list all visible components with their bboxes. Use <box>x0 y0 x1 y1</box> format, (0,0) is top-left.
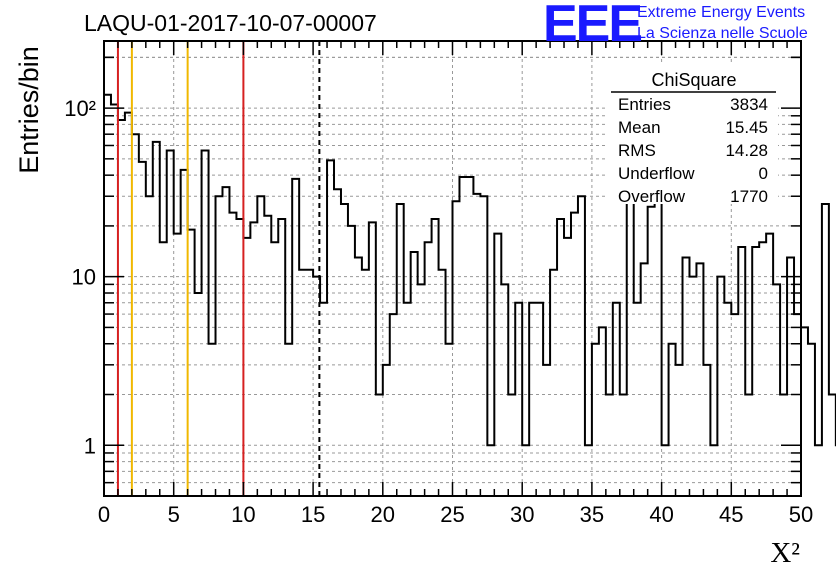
stats-row-value: 1770 <box>730 187 768 206</box>
stats-row-label: RMS <box>618 141 656 160</box>
x-tick-label: 0 <box>98 502 110 527</box>
run-title: LAQU-01-2017-10-07-00007 <box>84 10 377 36</box>
x-axis-label: X² <box>770 537 800 569</box>
x-tick-label: 20 <box>371 502 395 527</box>
stats-row-label: Entries <box>618 95 671 114</box>
x-tick-label: 30 <box>510 502 534 527</box>
x-tick-label: 50 <box>789 502 813 527</box>
logo-line-2: La Scienza nelle Scuole <box>637 25 808 42</box>
stats-box: ChiSquare Entries 3834 Mean 15.45 RMS 14.28 Un… <box>608 62 778 206</box>
stats-row-label: Underflow <box>618 164 695 183</box>
tick-labels: 0 5 10 15 20 25 30 35 40 45 50 1 10 10² <box>64 96 813 527</box>
x-tick-label: 25 <box>440 502 464 527</box>
x-tick-label: 35 <box>580 502 604 527</box>
stats-row-value: 15.45 <box>725 118 768 137</box>
x-tick-label: 15 <box>301 502 325 527</box>
x-tick-label: 10 <box>231 502 255 527</box>
y-axis-label: Entries/bin <box>14 46 44 174</box>
stats-row-value: 14.28 <box>725 141 768 160</box>
stats-row-value: 3834 <box>730 95 768 114</box>
stats-row-value: 0 <box>759 164 768 183</box>
reference-lines <box>116 41 321 496</box>
x-tick-label: 45 <box>719 502 743 527</box>
y-tick-label: 10 <box>72 265 96 290</box>
stats-title: ChiSquare <box>651 70 736 90</box>
y-tick-label: 1 <box>84 433 96 458</box>
stats-row-label: Overflow <box>618 187 686 206</box>
x-tick-label: 5 <box>168 502 180 527</box>
eee-logo: EEE <box>543 0 643 53</box>
y-tick-label: 10² <box>64 96 96 121</box>
stats-row-label: Mean <box>618 118 661 137</box>
tick-marks <box>103 41 802 497</box>
logo-line-1: Extreme Energy Events <box>637 4 806 21</box>
x-tick-label: 40 <box>649 502 673 527</box>
